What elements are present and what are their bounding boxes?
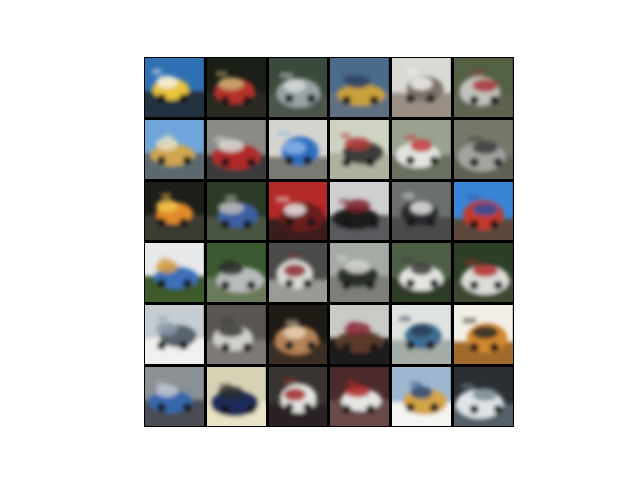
image-tile-dark-truck-front	[392, 181, 452, 241]
image-tile-grey-vehicle-pale-sky	[145, 305, 204, 365]
image-tile-red-car-showroom	[268, 181, 328, 241]
image-tile-blue-sedan-grey	[145, 367, 204, 426]
image-tile-dark-vehicle-on-light	[330, 119, 390, 179]
image-tile-blue-car-shadow	[206, 367, 266, 426]
image-tile-orange-car-dark-bg	[145, 181, 204, 241]
image-tile-white-car-in-lot	[454, 58, 513, 117]
image-grid	[144, 57, 514, 427]
image-tile-silver-car-side	[268, 58, 328, 117]
image-tile-blue-red-truck-sky	[454, 181, 513, 241]
image-tile-yellow-toy-car-on-blue-sky	[145, 58, 204, 117]
image-tile-blue-pickup	[268, 119, 328, 179]
image-tile-silver-car-trees	[206, 243, 266, 303]
image-tile-wrecked-car	[206, 305, 266, 365]
image-tile-red-car-close-up	[206, 58, 266, 117]
image-tile-yellow-blue-vehicle	[330, 58, 390, 117]
image-tile-orange-car-white	[454, 305, 513, 365]
image-tile-blue-car-forest	[206, 181, 266, 241]
image-tile-red-white-van	[330, 367, 390, 426]
image-tile-blue-car-pale	[392, 305, 452, 365]
image-tile-tan-van-dark	[268, 305, 328, 365]
image-tile-white-red-truck-forest	[454, 243, 513, 303]
image-tile-white-truck-cab	[392, 119, 452, 179]
image-tile-white-car-dark	[454, 367, 513, 426]
image-tile-red-car-interior	[206, 119, 266, 179]
image-tile-dark-suv	[330, 181, 390, 241]
image-tile-white-suv-green	[392, 243, 452, 303]
image-tile-orange-vehicle-white	[392, 367, 452, 426]
image-tile-blue-car-white-bg	[145, 243, 204, 303]
image-tile-white-truck-front	[392, 58, 452, 117]
image-tile-white-van	[268, 243, 328, 303]
image-tile-person-with-car	[268, 367, 328, 426]
image-tile-yellow-car-blue-sky	[145, 119, 204, 179]
image-tile-face-like-car	[330, 305, 390, 365]
image-tile-dark-car-grey-bg	[330, 243, 390, 303]
image-tile-grey-truck	[454, 119, 513, 179]
